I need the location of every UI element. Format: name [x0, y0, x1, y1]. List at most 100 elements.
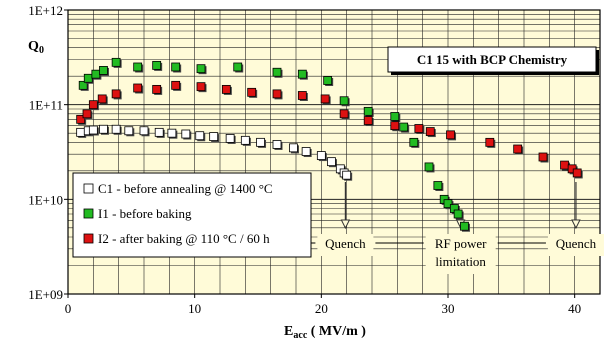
data-point — [320, 94, 330, 104]
data-point — [327, 157, 336, 167]
data-point — [111, 89, 121, 99]
data-point — [83, 73, 93, 83]
y-tick-label: 1E+10 — [28, 192, 63, 207]
x-tick-label: 30 — [442, 301, 455, 316]
data-point — [453, 209, 463, 219]
data-point — [339, 109, 349, 119]
data-point — [111, 124, 121, 134]
data-point — [225, 134, 235, 143]
data-point — [460, 221, 469, 231]
data-point — [424, 162, 434, 172]
legend-label: I1 - before baking — [98, 206, 192, 221]
data-point — [572, 168, 582, 178]
y-tick-label: 1E+09 — [28, 287, 63, 302]
data-point — [139, 126, 149, 136]
data-point — [342, 170, 352, 180]
data-point — [433, 181, 443, 190]
data-point — [390, 112, 400, 121]
data-point — [196, 82, 206, 92]
x-tick-label: 0 — [65, 301, 72, 316]
data-point — [272, 67, 282, 77]
x-tick-label: 40 — [568, 301, 581, 316]
annotation-label: limitation — [435, 254, 486, 269]
legend-swatch — [83, 183, 94, 194]
data-point — [414, 124, 424, 133]
data-point — [167, 128, 177, 138]
annotation-label: RF power — [435, 236, 487, 251]
legend-label: I2 - after baking @ 110 °C / 60 h — [98, 231, 270, 246]
annotation-label: Quench — [556, 236, 597, 251]
y-axis-label-sub: 0 — [39, 45, 44, 56]
y-axis-label: Q0 — [28, 39, 44, 56]
data-point — [88, 125, 98, 135]
legend-label: C1 - before annealing @ 1400 °C — [98, 181, 273, 196]
data-point — [301, 147, 311, 156]
title-box-text: C1 15 with BCP Chemistry — [417, 52, 568, 67]
x-axis-label: Eacc ( MV/m ) — [284, 324, 366, 341]
data-point — [82, 109, 92, 119]
annotation-label: Quench — [325, 236, 366, 251]
data-point — [297, 91, 307, 100]
data-point — [409, 137, 419, 147]
data-point — [240, 135, 250, 145]
x-tick-label: 10 — [188, 301, 201, 316]
data-point — [76, 127, 86, 137]
data-point — [513, 144, 523, 154]
x-tick-label: 20 — [315, 301, 328, 316]
data-point — [196, 64, 206, 74]
data-point — [560, 160, 569, 170]
data-point — [538, 152, 548, 162]
legend-swatch — [83, 208, 94, 219]
data-point — [425, 127, 435, 136]
legend-swatch — [83, 233, 94, 244]
annotation-arrow-head — [340, 219, 351, 230]
data-point — [209, 132, 219, 141]
data-point — [297, 69, 307, 79]
data-point — [171, 62, 181, 72]
plot-frame — [67, 9, 601, 295]
legend-box — [72, 172, 312, 258]
data-point — [152, 60, 162, 70]
data-point — [78, 80, 88, 90]
data-point — [152, 84, 162, 94]
data-point — [99, 66, 108, 75]
x-axis-label-unit: ( MV/m ) — [307, 324, 366, 339]
data-point — [256, 137, 265, 147]
data-point — [316, 151, 326, 160]
data-point — [247, 87, 257, 97]
data-point — [91, 69, 101, 79]
data-point — [181, 129, 191, 139]
data-point — [363, 116, 373, 125]
annotation-label-bg — [425, 234, 496, 274]
data-point — [399, 122, 409, 132]
data-point — [99, 124, 108, 134]
title-box — [387, 46, 597, 73]
annotation-arrow-head — [571, 219, 581, 230]
data-point — [272, 89, 282, 99]
data-point — [221, 84, 231, 94]
data-point — [363, 106, 373, 116]
y-tick-label: 1E+12 — [28, 3, 63, 18]
data-point — [289, 143, 298, 153]
data-point — [485, 137, 495, 147]
data-point — [111, 57, 121, 67]
data-point — [443, 199, 453, 209]
data-point — [339, 96, 349, 106]
data-point — [233, 62, 243, 72]
x-axis-label-sub: acc — [293, 330, 307, 341]
data-point — [195, 131, 205, 141]
data-point — [446, 130, 455, 140]
data-point — [171, 80, 181, 90]
data-point — [272, 140, 282, 149]
data-point — [97, 94, 107, 104]
data-point — [323, 76, 333, 85]
data-point — [133, 83, 143, 93]
data-point — [154, 127, 164, 137]
data-point — [124, 126, 134, 136]
y-tick-label: 1E+11 — [29, 98, 63, 113]
annotation-label-bg — [547, 234, 604, 256]
annotation-label-bg — [317, 234, 374, 256]
data-point — [390, 121, 400, 131]
data-point — [88, 100, 98, 110]
